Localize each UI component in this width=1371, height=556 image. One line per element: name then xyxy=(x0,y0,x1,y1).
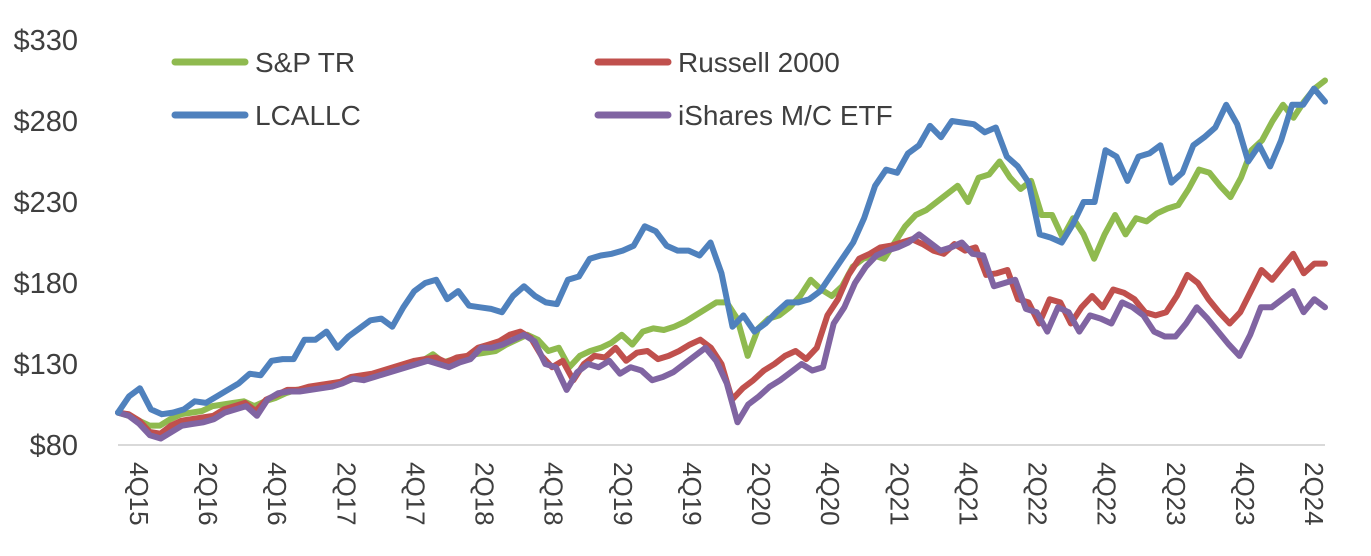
x-tick-label: 2Q24 xyxy=(1299,462,1329,526)
x-tick-label: 2Q20 xyxy=(746,462,776,526)
x-tick-label: 4Q21 xyxy=(953,462,983,526)
x-tick-label: 4Q19 xyxy=(677,462,707,526)
y-tick-label: $180 xyxy=(13,268,78,300)
x-tick-label: 2Q17 xyxy=(331,462,361,526)
x-tick-label: 4Q23 xyxy=(1230,462,1260,526)
x-tick-label: 4Q16 xyxy=(262,462,292,526)
series-line-lcallc xyxy=(115,85,1328,418)
y-tick-label: $330 xyxy=(13,25,78,57)
x-tick-label: 4Q22 xyxy=(1092,462,1122,526)
x-tick-label: 2Q16 xyxy=(193,462,223,526)
series-line-ishares-m-c-etf xyxy=(115,231,1328,442)
x-tick-label: 2Q21 xyxy=(884,462,914,526)
y-tick-label: $230 xyxy=(13,187,78,219)
x-tick-label: 4Q15 xyxy=(124,462,154,526)
y-axis: $80 $130 $180 $230 $280 $330 xyxy=(13,25,78,462)
legend-label: LCALLC xyxy=(255,100,361,131)
x-tick-label: 2Q18 xyxy=(470,462,500,526)
x-tick-label: 4Q20 xyxy=(815,462,845,526)
x-tick-label: 4Q18 xyxy=(539,462,569,526)
legend-label: S&P TR xyxy=(255,47,355,78)
series-lines xyxy=(115,77,1328,442)
series-line-russell-2000 xyxy=(115,236,1328,437)
x-tick-label: 2Q19 xyxy=(608,462,638,526)
x-tick-label: 2Q23 xyxy=(1161,462,1191,526)
y-tick-label: $80 xyxy=(30,430,78,462)
legend-label: Russell 2000 xyxy=(678,47,840,78)
y-tick-label: $130 xyxy=(13,349,78,381)
legend: S&P TR Russell 2000 LCALLC iShares M/C ETF xyxy=(171,47,893,131)
y-tick-label: $280 xyxy=(13,106,78,138)
x-tick-label: 4Q17 xyxy=(400,462,430,526)
legend-label: iShares M/C ETF xyxy=(678,100,893,131)
x-axis: 4Q15 2Q16 4Q16 2Q17 4Q17 2Q18 4Q18 2Q19 4Q19 2Q20… xyxy=(124,462,1329,526)
x-tick-label: 2Q22 xyxy=(1023,462,1053,526)
